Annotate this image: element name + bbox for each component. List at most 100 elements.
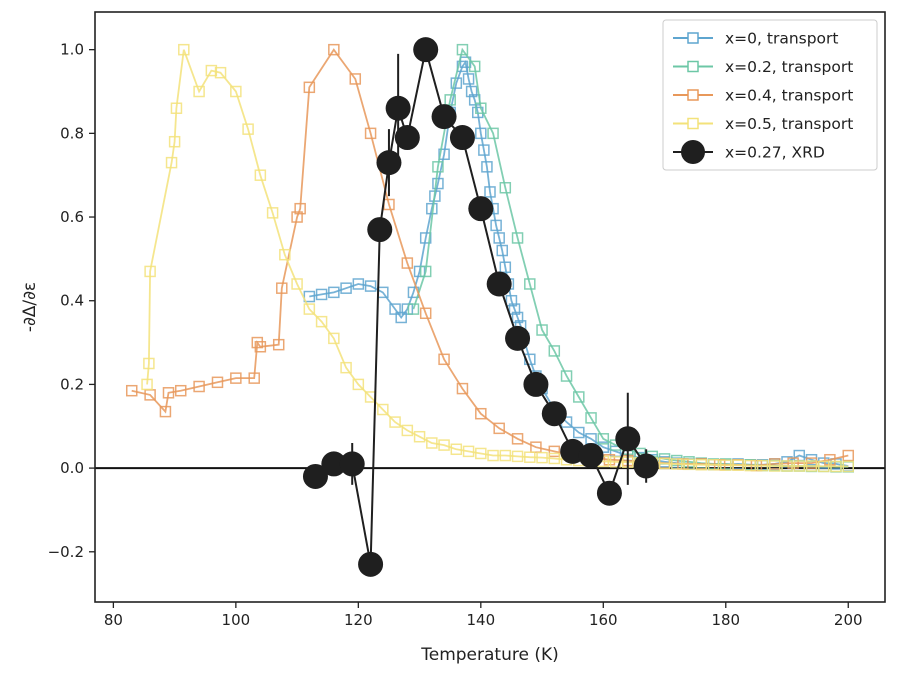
data-point	[419, 232, 432, 244]
axis-ticks: 80 100 120 140 160 180 200 −0.2 0.0 0.2 0.4 0.6 0.8 1…	[48, 41, 863, 629]
data-point	[468, 60, 481, 73]
data-point	[438, 148, 450, 161]
data-point	[548, 445, 561, 458]
data-point	[633, 453, 659, 479]
data-point	[536, 451, 548, 464]
data-point	[781, 460, 793, 472]
data-point	[615, 426, 641, 452]
data-point	[499, 449, 512, 462]
data-point	[462, 73, 475, 85]
data-point	[413, 430, 426, 443]
data-point	[193, 85, 205, 98]
data-point	[511, 433, 524, 445]
y-tick-label: 0.6	[60, 208, 84, 226]
data-point	[376, 150, 402, 176]
data-point	[475, 127, 487, 140]
data-point	[413, 265, 426, 278]
legend-box	[662, 19, 878, 171]
data-point	[805, 460, 818, 472]
data-point	[597, 433, 610, 445]
data-point	[251, 336, 264, 349]
data-point	[401, 303, 414, 315]
data-point	[536, 324, 548, 336]
data-point	[511, 232, 524, 244]
data-point	[340, 282, 352, 294]
data-point	[352, 278, 365, 290]
data-point	[505, 294, 518, 307]
data-point	[407, 303, 420, 315]
series-line	[146, 49, 849, 468]
data-point	[487, 127, 499, 140]
data-point	[478, 144, 490, 156]
data-point	[505, 325, 531, 351]
y-tick-label: 0.0	[60, 459, 84, 477]
data-point	[254, 169, 267, 181]
data-point	[508, 303, 521, 315]
data-point	[230, 372, 242, 384]
data-point	[671, 458, 683, 470]
data-point	[431, 104, 457, 130]
data-point	[842, 460, 855, 473]
legend-marker	[681, 140, 705, 164]
data-point	[174, 384, 187, 397]
y-tick-label: 0.4	[60, 292, 84, 310]
data-point	[530, 441, 542, 453]
data-point	[193, 380, 205, 393]
data-point	[496, 244, 508, 257]
data-point	[596, 480, 622, 506]
data-point	[523, 371, 549, 397]
legend-marker	[687, 32, 699, 44]
data-point	[294, 202, 306, 215]
plot-frame	[94, 11, 886, 603]
data-point	[266, 207, 279, 219]
data-point	[450, 443, 463, 456]
data-point	[524, 353, 536, 366]
data-point	[394, 125, 420, 151]
data-point	[432, 161, 444, 173]
data-point	[456, 382, 469, 395]
data-point	[419, 265, 432, 278]
data-point	[603, 453, 616, 466]
data-point	[481, 161, 493, 173]
legend: x=0, transport x=0.2, transport x=0.4, tra…	[662, 19, 878, 171]
y-tick-label: −0.2	[48, 543, 84, 561]
y-axis-title: -∂Δ/∂ε	[20, 282, 40, 332]
data-point	[573, 391, 585, 403]
y-tick-label: 0.8	[60, 124, 84, 142]
data-point	[541, 401, 567, 427]
data-point	[484, 186, 496, 198]
data-point	[272, 338, 285, 351]
legend-marker	[687, 117, 699, 130]
data-point	[499, 261, 512, 273]
data-point	[242, 123, 254, 135]
data-point	[349, 73, 362, 85]
data-point	[438, 439, 450, 451]
data-point	[328, 332, 340, 345]
legend-label: x=0.4, transport	[725, 87, 853, 105]
data-point	[438, 353, 450, 366]
data-point	[211, 376, 224, 389]
data-point	[321, 451, 347, 477]
data-point	[486, 271, 512, 297]
data-point	[165, 156, 178, 169]
x-tick-label: 160	[589, 611, 618, 629]
data-point	[787, 457, 799, 469]
data-point	[744, 459, 757, 472]
data-point	[707, 459, 720, 471]
data-point	[377, 403, 389, 416]
data-point	[769, 460, 781, 472]
y-tick-label: 0.2	[60, 375, 84, 393]
data-point	[389, 416, 401, 428]
data-point	[493, 422, 505, 435]
data-point	[125, 384, 138, 397]
series-4	[302, 37, 659, 577]
legend-label: x=0, transport	[725, 30, 839, 48]
data-point	[364, 127, 377, 140]
data-point	[548, 345, 561, 357]
data-point	[364, 280, 377, 292]
data-point	[352, 378, 365, 391]
data-point	[339, 451, 365, 477]
data-point	[824, 453, 836, 466]
data-point	[162, 387, 175, 399]
data-point	[444, 94, 456, 106]
